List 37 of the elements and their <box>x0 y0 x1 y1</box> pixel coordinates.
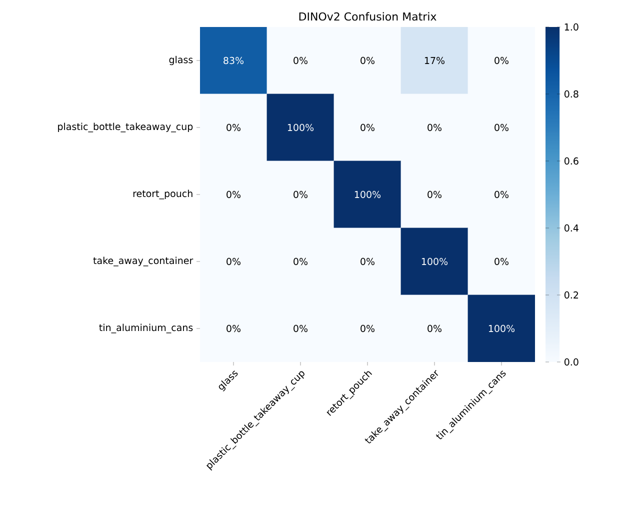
data-label: 0% <box>494 56 509 64</box>
data-label: 100% <box>488 324 515 332</box>
data-label: 0% <box>226 258 241 266</box>
data-label: 0% <box>360 324 375 332</box>
data-label: 0% <box>494 190 509 198</box>
data-label: 0% <box>428 190 442 198</box>
data-label: 100% <box>354 190 381 198</box>
y-tick-label: retort_pouch <box>133 190 192 200</box>
data-label: 0% <box>294 56 308 64</box>
data-label: 0% <box>226 324 241 332</box>
data-label: 100% <box>422 258 448 266</box>
color-bar-label: 0.8 <box>564 90 578 98</box>
y-tick-label: glass <box>169 56 193 66</box>
data-label: 0% <box>360 258 375 266</box>
data-label: 0% <box>360 56 375 64</box>
color-bar-label: 0.6 <box>564 157 578 165</box>
data-label: 17% <box>424 56 445 64</box>
data-label: 0% <box>294 190 308 198</box>
y-tick-label: take_away_container <box>93 256 194 266</box>
color-bar-label: 0.2 <box>564 291 578 299</box>
data-label: 0% <box>428 324 442 332</box>
data-label: 0% <box>294 258 308 266</box>
data-label: 100% <box>288 124 314 132</box>
data-label: 0% <box>294 324 308 332</box>
data-label: 0% <box>360 124 375 132</box>
data-label: 0% <box>226 124 241 132</box>
color-bar-label: 0.4 <box>564 224 578 232</box>
data-label: 83% <box>224 56 244 64</box>
y-tick-label: plastic_bottle_takeaway_cup <box>58 122 193 132</box>
data-label: 0% <box>428 124 442 132</box>
color-bar-label: 1.0 <box>564 23 578 31</box>
data-label: 0% <box>494 258 509 266</box>
data-label: 0% <box>494 124 509 132</box>
chart-title: DINOv2 Confusion Matrix <box>299 12 436 21</box>
y-tick-label: tin_aluminium_cans <box>99 324 193 334</box>
color-bar-label: 0.0 <box>564 358 578 366</box>
data-label: 0% <box>226 190 241 198</box>
